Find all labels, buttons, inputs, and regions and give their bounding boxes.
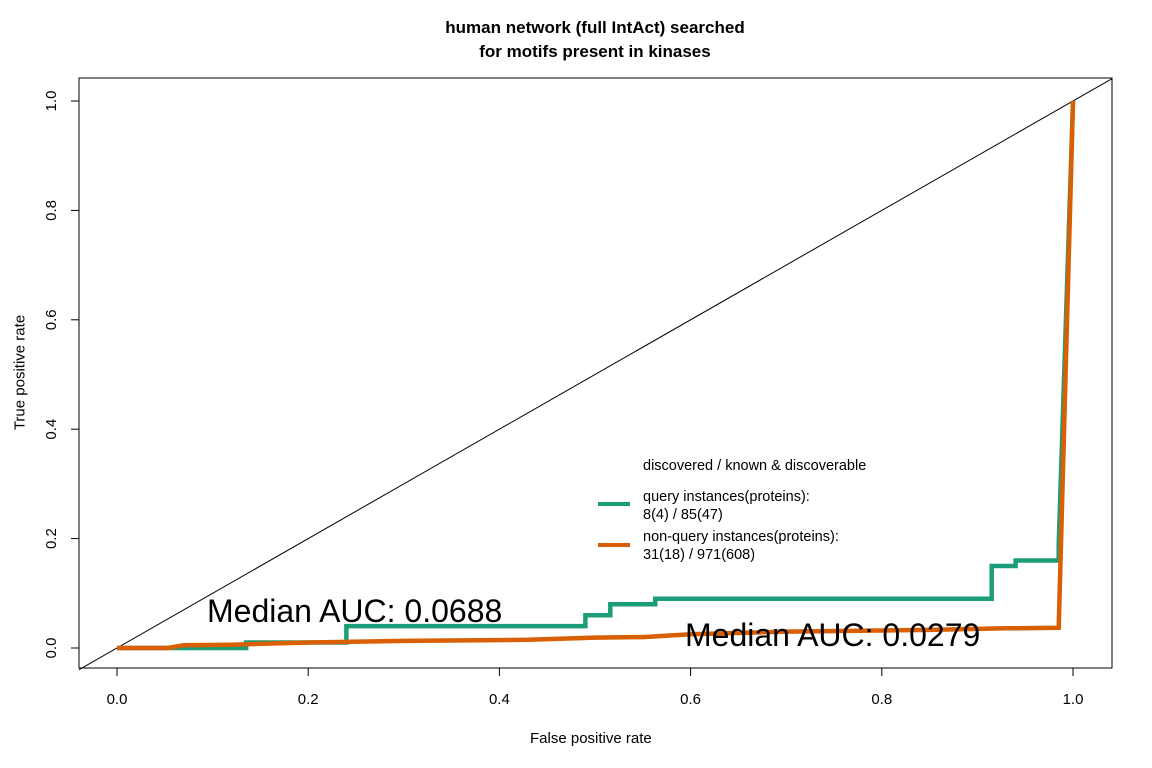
y-tick-label: 0.6 — [43, 309, 60, 330]
y-tick-label: 0.4 — [43, 419, 60, 440]
legend-nonquery-label-line2: 31(18) / 971(608) — [643, 547, 756, 563]
x-tick-label: 1.0 — [1063, 691, 1084, 708]
y-axis: 0.0 0.2 0.4 0.6 0.8 1.0 — [43, 91, 80, 659]
legend-header: discovered / known & discoverable — [643, 458, 867, 474]
auc-query-annotation: Median AUC: 0.0688 — [207, 593, 503, 629]
chart-title-line2: for motifs present in kinases — [479, 42, 711, 61]
legend-nonquery-label-line1: non-query instances(proteins): — [643, 529, 839, 545]
diagonal-reference-line — [78, 78, 1113, 671]
y-tick-label: 0.8 — [43, 200, 60, 221]
legend-query-label-line2: 8(4) / 85(47) — [643, 507, 723, 523]
y-tick-label: 1.0 — [43, 91, 60, 112]
x-tick-label: 0.0 — [107, 691, 128, 708]
legend-nonquery-label: non-query instances(proteins): 31(18) / … — [643, 528, 839, 564]
plot-box — [78, 77, 1113, 669]
chart-title-line1: human network (full IntAct) searched — [445, 18, 745, 37]
y-axis-label: True positive rate — [11, 314, 29, 431]
x-tick-label: 0.6 — [680, 691, 701, 708]
x-tick-label: 0.8 — [871, 691, 892, 708]
auc-nonquery-annotation: Median AUC: 0.0279 — [685, 617, 981, 653]
legend-query-label-line1: query instances(proteins): — [643, 489, 810, 505]
y-tick-label: 0.2 — [43, 528, 60, 549]
x-tick-label: 0.4 — [489, 691, 510, 708]
legend-query-label: query instances(proteins): 8(4) / 85(47) — [643, 488, 810, 524]
y-tick-label: 0.0 — [43, 638, 60, 659]
series-layer — [117, 100, 1076, 651]
x-axis: 0.0 0.2 0.4 0.6 0.8 1.0 — [107, 667, 1084, 708]
x-tick-label: 0.2 — [298, 691, 319, 708]
series-line-nonquery — [117, 100, 1076, 651]
x-axis-label: False positive rate — [530, 730, 652, 747]
